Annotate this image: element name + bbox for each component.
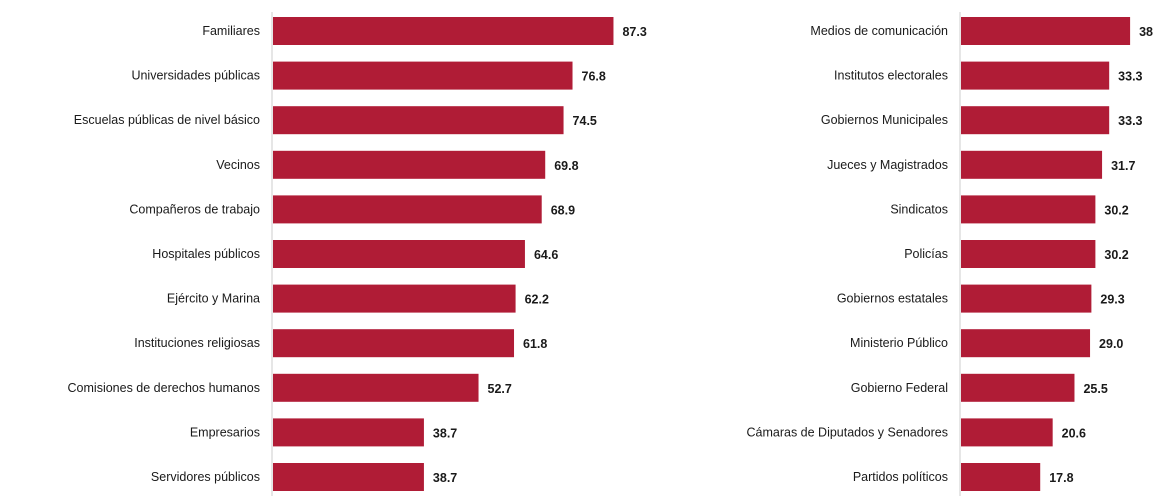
value-label: 38.7 xyxy=(433,471,457,485)
bar xyxy=(961,463,1041,491)
bar xyxy=(273,463,424,491)
category-label: Gobiernos estatales xyxy=(837,292,948,306)
category-label: Compañeros de trabajo xyxy=(129,202,260,216)
bar xyxy=(273,418,424,447)
value-label: 64.6 xyxy=(534,248,558,262)
bar xyxy=(273,106,564,135)
category-label: Ejército y Marina xyxy=(167,292,260,306)
value-label: 20.6 xyxy=(1062,426,1086,440)
value-label: 76.8 xyxy=(582,70,606,84)
value-label: 30.2 xyxy=(1104,248,1128,262)
category-label: Servidores públicos xyxy=(151,470,260,484)
bar xyxy=(961,17,1131,45)
bar xyxy=(961,150,1103,179)
category-label: Gobierno Federal xyxy=(851,381,948,395)
category-label: Gobiernos Municipales xyxy=(821,113,948,127)
category-label: Jueces y Magistrados xyxy=(827,158,948,172)
value-label: 52.7 xyxy=(488,382,512,396)
bar xyxy=(273,61,573,90)
category-label: Cámaras de Diputados y Senadores xyxy=(746,425,948,439)
bar xyxy=(961,284,1092,313)
value-label: 74.5 xyxy=(573,114,597,128)
value-label: 61.8 xyxy=(523,337,547,351)
category-label: Sindicatos xyxy=(890,202,948,216)
bar xyxy=(961,195,1096,224)
bar xyxy=(961,373,1075,402)
bar xyxy=(273,329,515,358)
value-label: 33.3 xyxy=(1118,114,1142,128)
value-label: 87.3 xyxy=(622,25,646,39)
category-label: Instituciones religiosas xyxy=(134,336,260,350)
value-label: 38 xyxy=(1139,25,1153,39)
bar xyxy=(273,150,546,179)
value-label: 62.2 xyxy=(525,293,549,307)
category-label: Vecinos xyxy=(216,158,260,172)
bar xyxy=(961,61,1110,90)
value-label: 29.3 xyxy=(1100,293,1124,307)
category-label: Medios de comunicación xyxy=(810,24,948,38)
bar xyxy=(273,240,525,268)
value-label: 31.7 xyxy=(1111,159,1135,173)
value-label: 30.2 xyxy=(1104,203,1128,217)
bar xyxy=(273,373,479,402)
value-label: 17.8 xyxy=(1049,471,1073,485)
bar xyxy=(961,106,1110,135)
bar xyxy=(961,240,1096,268)
right-bar-chart: Medios de comunicación 38 Institutos elect… xyxy=(746,12,1153,496)
category-label: Policías xyxy=(904,247,948,261)
value-label: 69.8 xyxy=(554,159,578,173)
bar xyxy=(961,418,1053,447)
bar xyxy=(961,329,1091,358)
left-bar-chart: Familiares 87.3 Universidades públicas 76.8… xyxy=(68,12,647,496)
category-label: Empresarios xyxy=(190,425,260,439)
category-label: Partidos políticos xyxy=(853,470,948,484)
value-label: 25.5 xyxy=(1083,382,1107,396)
value-label: 38.7 xyxy=(433,426,457,440)
bar xyxy=(273,284,516,313)
category-label: Institutos electorales xyxy=(834,69,948,83)
category-label: Comisiones de derechos humanos xyxy=(68,381,260,395)
category-label: Escuelas públicas de nivel básico xyxy=(74,113,260,127)
category-label: Familiares xyxy=(202,24,260,38)
category-label: Universidades públicas xyxy=(131,69,260,83)
value-label: 33.3 xyxy=(1118,70,1142,84)
value-label: 68.9 xyxy=(551,203,575,217)
value-label: 29.0 xyxy=(1099,337,1123,351)
bar xyxy=(273,195,542,224)
category-label: Hospitales públicos xyxy=(152,247,260,261)
category-label: Ministerio Público xyxy=(850,336,948,350)
bar xyxy=(273,17,614,45)
